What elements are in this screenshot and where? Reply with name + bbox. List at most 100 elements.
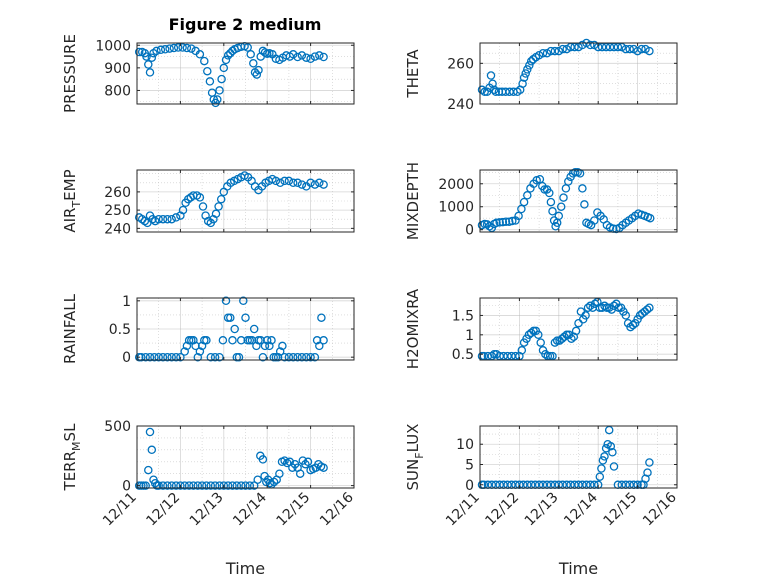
data-point [609,462,619,471]
data-point [306,352,315,362]
panel-7-grid [136,425,355,488]
data-point [145,352,155,362]
data-point [206,352,216,362]
data-point [315,341,324,351]
x-tick-label: 12/16 [317,489,357,529]
data-point [625,44,634,54]
data-point [167,481,176,490]
data-point [269,477,279,487]
y-tick-label: 250 [104,203,131,219]
data-point [195,347,205,356]
data-point [180,347,189,356]
data-point [191,341,200,351]
data-point [258,455,268,464]
data-point [245,481,255,490]
data-point [519,197,529,207]
y-tick-label: 1 [465,328,474,344]
data-point [583,303,593,312]
panel-8: 0 5 10 12/11 12/12 12/13 12/14 12/15 12/16 Time SU… [404,424,680,578]
data-point [249,59,258,68]
y-tick-label: 0 [122,350,131,366]
data-point [176,481,185,490]
data-point [545,188,554,198]
data-point [236,481,246,490]
data-point [645,46,654,56]
data-point [145,68,155,77]
data-point [198,202,208,211]
data-point [521,69,530,78]
data-point [288,178,298,188]
panel-8-markers [477,425,654,490]
data-point [236,336,246,345]
panel-4: 0 1000 2000 MIXDEPTH [404,162,678,240]
data-point [215,86,224,95]
data-point [195,50,205,59]
data-point [302,352,311,362]
data-point [239,296,248,306]
data-point [495,218,504,227]
panel-6-axes-box [479,297,678,361]
data-point [182,43,192,53]
x-tick-label: 12/13 [522,490,562,530]
y-tick-label: 0 [465,478,474,494]
panel-7-markers [134,427,328,490]
data-point [215,352,224,362]
data-point [171,352,181,362]
x-axis-label: Time [225,559,265,578]
data-point [134,47,144,57]
data-point [301,459,310,469]
data-point [561,184,571,193]
data-point [241,481,250,490]
data-point [302,53,311,62]
data-point [556,202,566,211]
x-tick-label: 12/16 [640,489,680,529]
y-tick-label: 0.5 [452,347,474,363]
data-point [210,352,220,362]
panel-7: 0 500 12/11 12/12 12/13 12/14 12/15 12/16 Time TE… [61,419,357,578]
data-point [645,213,655,223]
data-point [523,191,532,200]
data-point [178,43,187,52]
panel-4-axes-box [479,169,678,233]
y-tick-label: 800 [104,83,131,99]
data-point [173,43,183,52]
data-point [258,352,268,362]
panel-7-axes-box [136,425,355,489]
data-point [317,313,326,322]
y-tick-label: 1 [122,294,131,310]
data-point [590,216,599,225]
data-point [642,305,652,314]
data-point [621,311,631,320]
data-point [523,65,532,74]
data-point [492,218,501,228]
data-point [564,177,573,186]
data-point [275,347,285,356]
y-axis-label: H2OMIXRA [404,288,422,369]
data-point [154,352,163,362]
data-point [154,214,163,224]
data-point [489,85,499,95]
y-tick-label: 240 [447,97,474,113]
data-point [219,63,229,73]
y-axis-label: TERRMSL [61,423,83,492]
data-point [215,481,224,490]
data-point [213,95,222,104]
data-point [525,61,534,70]
data-point [203,66,212,76]
data-point [169,43,179,53]
panel-8-axes-box [479,425,678,489]
data-point [604,303,614,312]
data-point [254,65,263,75]
data-point [536,338,545,347]
data-point [262,336,272,345]
data-point [147,445,157,455]
data-point [554,211,564,221]
data-point [288,50,298,59]
data-point [228,481,237,490]
data-point [297,51,307,60]
data-point [271,176,281,186]
panel-8-grid [479,426,678,488]
data-point [514,211,523,221]
data-point [260,341,270,351]
